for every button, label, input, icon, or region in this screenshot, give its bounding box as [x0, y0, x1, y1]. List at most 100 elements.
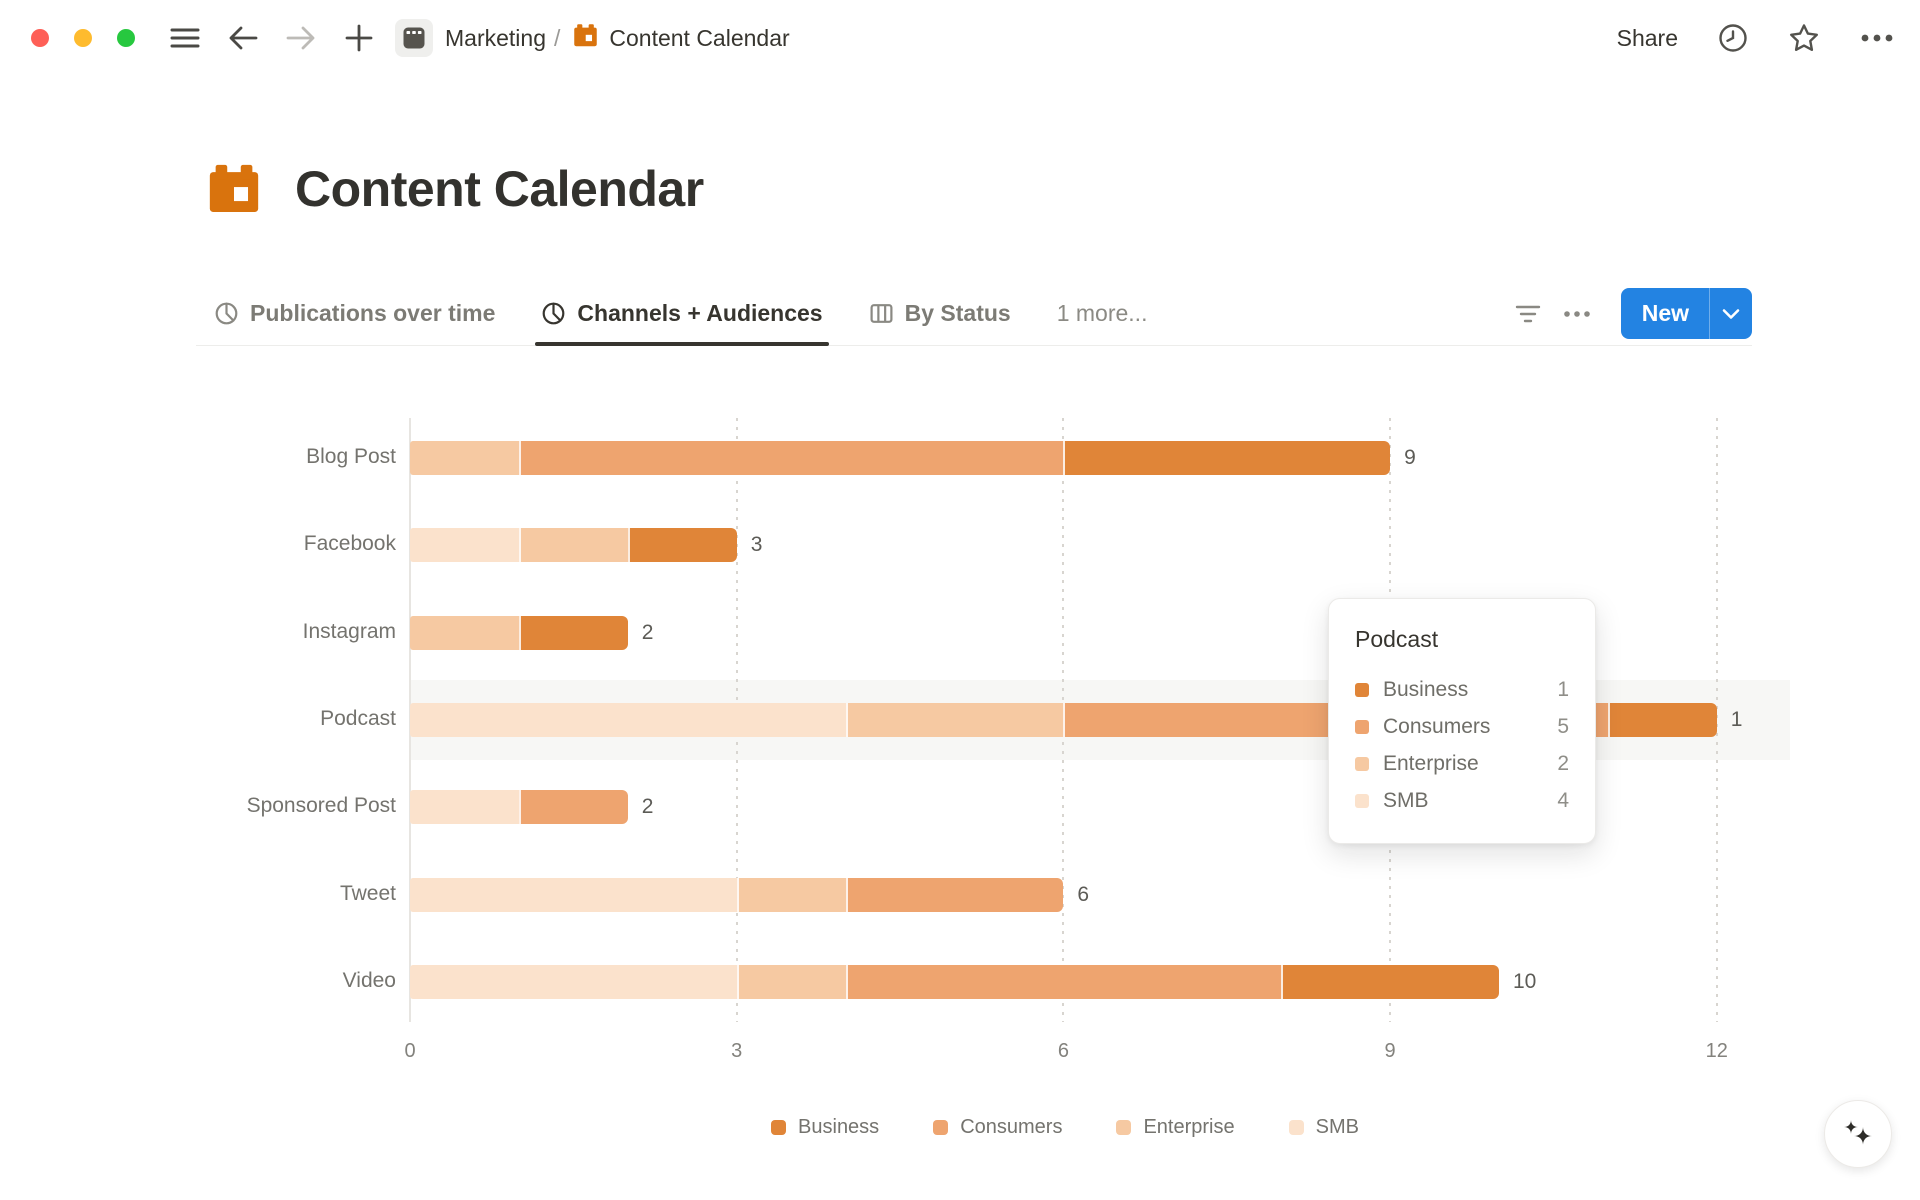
- legend-item-smb[interactable]: SMB: [1288, 1116, 1359, 1139]
- category-label: Sponsored Post: [246, 794, 396, 818]
- chart-tooltip: Podcast Business 1 Consumers 5 Enterpris…: [1328, 598, 1596, 844]
- share-button[interactable]: Share: [1616, 24, 1678, 51]
- chevron-down-icon: [1722, 308, 1740, 319]
- favorite-star-icon[interactable]: [1788, 22, 1820, 54]
- fullscreen-window-button[interactable]: [117, 29, 135, 47]
- bar-segment-enterprise[interactable]: [845, 702, 1064, 737]
- bar-segment-consumers[interactable]: [518, 441, 1064, 475]
- bar-value-label: 2: [641, 620, 654, 644]
- tab-more-views[interactable]: 1 more...: [1056, 300, 1148, 326]
- more-options-icon[interactable]: [1860, 32, 1894, 44]
- sidebar-menu-icon[interactable]: [163, 16, 207, 60]
- bar-segment-enterprise[interactable]: [518, 528, 628, 563]
- view-tabs-bar: Publications over time Channels + Audien…: [196, 282, 1752, 346]
- board-columns-icon: [870, 304, 893, 323]
- new-page-plus-icon[interactable]: [337, 16, 381, 60]
- x-tick-label: 9: [1384, 1040, 1396, 1062]
- calendar-icon: [572, 22, 599, 55]
- bar-segment-consumers[interactable]: [845, 964, 1282, 999]
- page-calendar-icon: [205, 160, 263, 218]
- new-button-dropdown[interactable]: [1710, 288, 1752, 339]
- chart-legend: Business Consumers Enterprise SMB: [410, 1116, 1720, 1139]
- category-label: Video: [342, 968, 396, 992]
- bar-value-label: 1: [1730, 707, 1743, 731]
- bar-segment-business[interactable]: [627, 528, 737, 563]
- bar-segment-enterprise[interactable]: [736, 964, 846, 999]
- bar-value-label: 10: [1513, 969, 1537, 993]
- tab-publications-over-time[interactable]: Publications over time: [214, 282, 495, 345]
- forward-icon[interactable]: [279, 16, 323, 60]
- bar-facebook[interactable]: [410, 528, 737, 563]
- x-tick-label: 0: [404, 1040, 416, 1062]
- breadcrumb-separator: /: [553, 24, 561, 51]
- legend-label: Business: [798, 1116, 880, 1138]
- view-options-icon[interactable]: [1563, 309, 1591, 319]
- bar-tweet[interactable]: [410, 877, 1064, 912]
- category-label: Podcast: [320, 706, 396, 730]
- tooltip-row: Consumers 5: [1355, 708, 1569, 745]
- category-label: Facebook: [303, 532, 396, 556]
- bar-segment-smb[interactable]: [410, 877, 737, 912]
- bar-segment-consumers[interactable]: [518, 790, 628, 825]
- history-clock-icon[interactable]: [1718, 23, 1748, 53]
- sparkles-icon: [1844, 1120, 1872, 1145]
- new-button-group: New: [1620, 288, 1752, 339]
- tooltip-row: SMB 4: [1355, 782, 1569, 819]
- enterprise-color-chip: [1116, 1120, 1132, 1135]
- tab-channels-audiences[interactable]: Channels + Audiences: [535, 282, 829, 346]
- back-icon[interactable]: [221, 16, 265, 60]
- traffic-lights: [31, 29, 135, 47]
- breadcrumb-workspace[interactable]: Marketing: [445, 24, 546, 51]
- pie-chart-icon: [543, 302, 565, 325]
- new-button-divider: [1709, 288, 1710, 339]
- bar-segment-consumers[interactable]: [845, 877, 1064, 912]
- marketing-page-icon: [395, 19, 433, 57]
- bar-segment-business[interactable]: [1281, 964, 1499, 999]
- bar-segment-smb[interactable]: [410, 702, 846, 737]
- legend-item-enterprise[interactable]: Enterprise: [1116, 1116, 1235, 1139]
- bar-segment-enterprise[interactable]: [410, 615, 519, 650]
- minimize-window-button[interactable]: [74, 29, 92, 47]
- x-tick-label: 6: [1057, 1040, 1069, 1062]
- tooltip-row: Enterprise 2: [1355, 745, 1569, 782]
- bar-blog-post[interactable]: [410, 441, 1391, 475]
- bar-segment-smb[interactable]: [410, 790, 519, 825]
- bar-video[interactable]: [410, 964, 1499, 999]
- notion-ai-button[interactable]: [1824, 1100, 1892, 1168]
- pie-chart-icon: [215, 302, 238, 325]
- enterprise-color-chip: [1355, 756, 1369, 771]
- tooltip-title: Podcast: [1355, 626, 1439, 652]
- bar-segment-business[interactable]: [1063, 441, 1391, 475]
- new-button[interactable]: New: [1641, 300, 1689, 326]
- bar-value-label: 2: [641, 795, 654, 819]
- smb-color-chip: [1288, 1120, 1304, 1135]
- business-color-chip: [1355, 682, 1369, 697]
- consumers-color-chip: [1355, 719, 1369, 734]
- bar-value-label: 6: [1077, 882, 1090, 906]
- legend-item-business[interactable]: Business: [771, 1116, 879, 1139]
- bar-segment-smb[interactable]: [410, 528, 519, 563]
- bar-segment-business[interactable]: [518, 615, 628, 650]
- bar-instagram[interactable]: [410, 615, 628, 650]
- bar-segment-enterprise[interactable]: [410, 441, 519, 475]
- bar-segment-business[interactable]: [1607, 702, 1717, 737]
- bar-sponsored-post[interactable]: [410, 790, 628, 825]
- category-label: Blog Post: [306, 445, 396, 468]
- legend-item-consumers[interactable]: Consumers: [933, 1116, 1062, 1139]
- legend-label: SMB: [1315, 1116, 1359, 1138]
- bar-segment-enterprise[interactable]: [736, 877, 846, 912]
- consumers-color-chip: [933, 1120, 949, 1135]
- bar-value-label: 9: [1404, 446, 1416, 469]
- category-label: Instagram: [302, 619, 396, 643]
- close-window-button[interactable]: [31, 29, 49, 47]
- breadcrumb: Marketing / Content Calendar: [395, 19, 790, 57]
- business-color-chip: [771, 1120, 787, 1135]
- x-tick-label: 3: [731, 1040, 743, 1062]
- bar-segment-smb[interactable]: [410, 964, 737, 999]
- bar-value-label: 3: [750, 533, 763, 557]
- tab-by-status[interactable]: By Status: [869, 282, 1011, 345]
- filter-icon[interactable]: [1515, 304, 1541, 324]
- x-tick-label: 12: [1705, 1040, 1728, 1062]
- smb-color-chip: [1355, 793, 1369, 808]
- breadcrumb-page[interactable]: Content Calendar: [609, 24, 790, 51]
